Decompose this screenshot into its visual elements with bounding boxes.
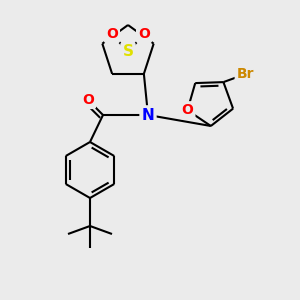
Text: O: O xyxy=(106,27,118,41)
Text: N: N xyxy=(142,107,154,122)
Text: S: S xyxy=(122,44,134,59)
Text: O: O xyxy=(82,93,94,107)
Text: Br: Br xyxy=(237,67,254,81)
Text: O: O xyxy=(138,27,150,41)
Text: O: O xyxy=(182,103,194,117)
